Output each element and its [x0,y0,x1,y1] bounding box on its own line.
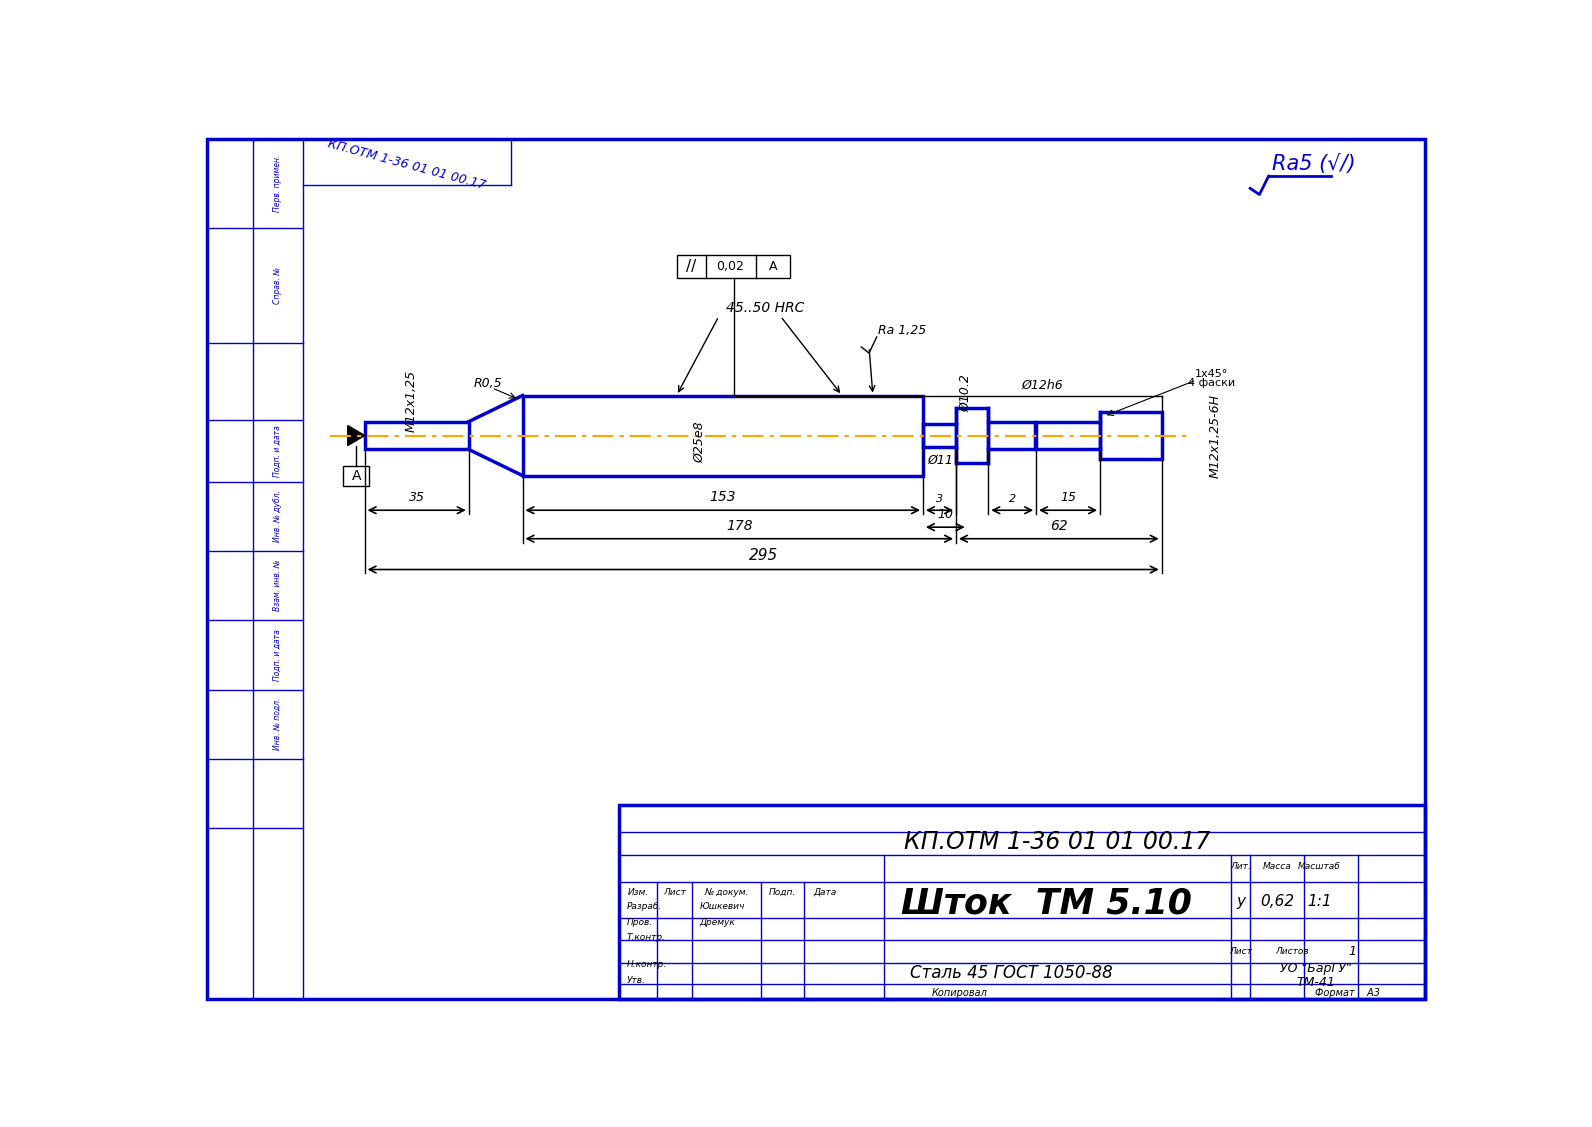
Bar [344,467,369,487]
Text: 178: 178 [726,518,753,533]
Text: Пров.: Пров. [627,917,653,926]
Text: Юшкевич: Юшкевич [699,903,745,912]
Text: M12x1,25-6H: M12x1,25-6H [1208,393,1223,478]
Text: Копировал: Копировал [931,988,987,999]
Text: Лист: Лист [1229,947,1253,956]
Text: 10: 10 [938,508,954,521]
Polygon shape [347,426,365,445]
Text: 3: 3 [936,494,942,504]
Text: A: A [769,259,777,273]
Text: 62: 62 [1051,518,1068,533]
Text: Инв. № подл.: Инв. № подл. [274,698,282,751]
Text: Шток  ТМ 5.10: Шток ТМ 5.10 [901,887,1191,921]
Text: Дремук: Дремук [699,917,736,926]
Text: 1x45°: 1x45° [1196,369,1229,379]
Text: Лит.: Лит. [1231,862,1251,871]
Text: Ø10.2: Ø10.2 [958,374,971,412]
Text: //: // [686,258,696,274]
Text: 295: 295 [748,549,778,564]
Text: A: A [352,469,361,483]
Bar [619,805,1425,1000]
Text: 1:1: 1:1 [1307,894,1333,908]
Bar [923,424,957,447]
Text: КП.ОТМ 1-36 01 01 00.17: КП.ОТМ 1-36 01 01 00.17 [904,831,1212,854]
Text: Масса: Масса [1262,862,1291,871]
Text: 2: 2 [1009,494,1016,504]
Text: Листов: Листов [1275,947,1309,956]
Text: 4 фаски: 4 фаски [1188,379,1235,388]
Text: УО "БарГУ": УО "БарГУ" [1280,961,1352,975]
Bar [957,408,989,463]
Text: Разраб.: Разраб. [627,903,662,912]
Text: Ø12h6: Ø12h6 [1022,379,1063,392]
Text: Утв.: Утв. [627,976,645,985]
Text: ТМ-41: ТМ-41 [1296,976,1336,988]
Text: у: у [1237,894,1245,908]
Text: 0,02: 0,02 [716,259,745,273]
Text: Справ. №: Справ. № [274,267,282,304]
Text: 0,62: 0,62 [1259,894,1294,908]
Text: 153: 153 [710,490,736,504]
Bar [989,421,1035,450]
Text: 1: 1 [1348,944,1356,958]
Text: Подп. и дата: Подп. и дата [274,629,282,681]
Text: Лист: Лист [664,888,686,897]
Text: Масштаб: Масштаб [1297,862,1340,871]
Text: Ra5 (√/): Ra5 (√/) [1272,153,1355,174]
Bar [677,255,791,277]
Text: Сталь 45 ГОСТ 1050-88: Сталь 45 ГОСТ 1050-88 [911,964,1113,982]
Text: КП.ОТМ 1-36 01 01 00.17: КП.ОТМ 1-36 01 01 00.17 [326,137,487,192]
Text: Взам. инв. №: Взам. инв. № [274,560,282,612]
Text: Подп.: Подп. [769,888,796,897]
Bar [1036,421,1100,450]
Text: Т.контр.: Т.контр. [627,933,665,942]
Text: Ø11: Ø11 [927,454,952,467]
Text: Изм.: Изм. [627,888,648,897]
Text: Подп. и дата: Подп. и дата [274,425,282,477]
Text: Н.контр.: Н.контр. [627,960,667,969]
Text: Инв. № дубл.: Инв. № дубл. [274,490,282,542]
Text: Ø25e8: Ø25e8 [693,420,707,462]
Bar [365,421,468,450]
Text: M12x1,25: M12x1,25 [404,370,417,432]
Bar [522,396,923,476]
Bar [1100,412,1162,459]
Text: 45..50 HRC: 45..50 HRC [726,302,804,316]
Text: 35: 35 [409,491,425,504]
Text: Формат    А3: Формат А3 [1315,988,1380,999]
Text: Дата: Дата [814,888,837,897]
Text: 15: 15 [1060,491,1076,504]
Text: № докум.: № докум. [704,888,748,897]
Text: R0,5: R0,5 [473,376,501,390]
Text: Перв. примен.: Перв. примен. [274,156,282,212]
Text: Ra 1,25: Ra 1,25 [879,323,927,337]
